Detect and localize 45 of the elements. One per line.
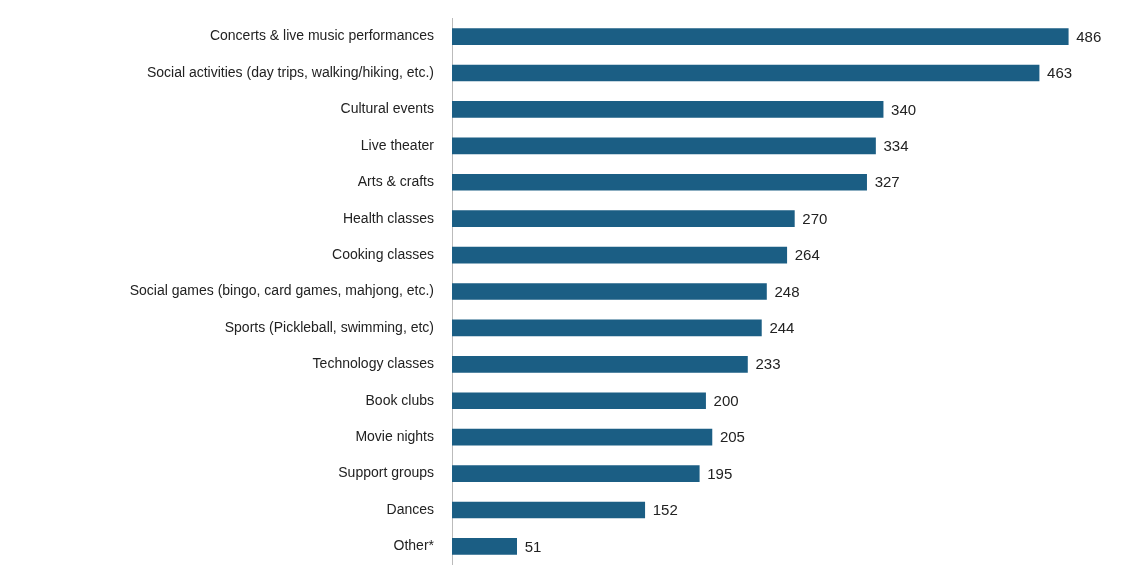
bar: [452, 538, 517, 555]
y-tick-label: Social activities (day trips, walking/hiking, etc.): [146, 63, 434, 80]
data-label: 200: [713, 391, 739, 409]
bar: [452, 101, 884, 118]
data-label: 205: [719, 428, 745, 446]
data-label: 264: [794, 246, 820, 264]
y-tick-label: Technology classes: [312, 355, 434, 372]
bar: [452, 356, 748, 373]
bar: [452, 64, 1040, 82]
bar: [452, 137, 876, 155]
y-tick-label: Arts & crafts: [357, 173, 434, 190]
data-label: 463: [1047, 64, 1073, 82]
data-label: 270: [802, 209, 828, 227]
y-tick-label: Movie nights: [355, 428, 434, 445]
bar: [452, 428, 713, 446]
y-tick-label: Social games (bingo, card games, mahjong, etc.): [129, 282, 434, 299]
y-tick-label: Other*: [393, 537, 435, 554]
data-label: 340: [891, 100, 917, 118]
data-label: 51: [524, 537, 542, 555]
data-label: 486: [1076, 27, 1102, 45]
data-label: 244: [769, 319, 795, 337]
bar: [452, 319, 762, 337]
bar: [452, 28, 1069, 45]
y-tick-label: Cooking classes: [332, 245, 434, 262]
y-tick-label: Concerts & live music performances: [209, 27, 434, 44]
y-tick-label: Support groups: [338, 464, 434, 481]
data-label: 152: [652, 501, 678, 519]
y-tick-label: Cultural events: [340, 100, 434, 117]
y-tick-label: Health classes: [342, 209, 434, 226]
data-label: 195: [707, 464, 733, 482]
bar: [452, 392, 706, 410]
y-tick-label: Book clubs: [365, 391, 434, 408]
y-tick-label: Sports (Pickleball, swimming, etc): [224, 318, 434, 335]
bar: [452, 465, 700, 482]
data-label: 327: [874, 173, 900, 191]
data-label: 233: [755, 355, 781, 373]
bar: [452, 246, 788, 264]
bar: [452, 501, 646, 519]
bar: [452, 283, 767, 300]
data-label: 334: [883, 136, 909, 154]
y-tick-label: Dances: [386, 500, 434, 517]
y-tick-label: Live theater: [360, 136, 435, 153]
bar: [452, 173, 867, 191]
data-label: 248: [774, 282, 800, 300]
bar: [452, 210, 795, 227]
